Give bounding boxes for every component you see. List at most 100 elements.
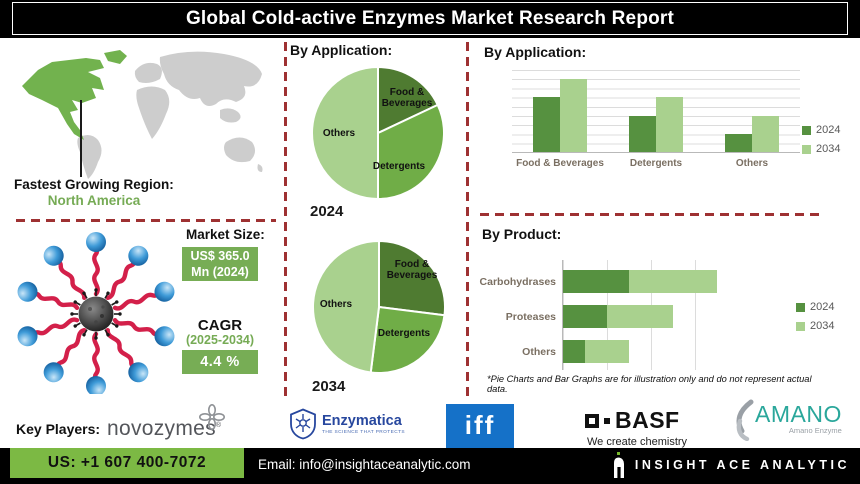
legend-row-2034: 2034 [802, 143, 840, 155]
pie-2034-label-food-beverages: Food & Beverages [386, 259, 438, 281]
basf-square-icon [585, 413, 599, 428]
north-america-shape-highlighted [22, 58, 104, 140]
amano-logo: AMANO Amano Enzyme [731, 399, 842, 441]
category-carbohydrases: Carbohydrases [479, 275, 556, 288]
pie-2034-svg [312, 239, 446, 374]
divider-horizontal-left [16, 219, 276, 222]
legend-label-2024: 2024 [816, 124, 841, 136]
basf-tagline: We create chemistry [587, 436, 688, 448]
bar-group-food-beverages [533, 70, 587, 152]
pie-slice-food-beverages [377, 65, 440, 135]
bar-chart-heading: By Application: [484, 44, 587, 60]
iff-logo: iff [446, 404, 514, 450]
pie-2034-label-others: Others [319, 299, 353, 310]
pie-slice-detergents [377, 103, 445, 201]
application-bar-chart-plot [512, 70, 800, 153]
divider-vertical-right [466, 42, 469, 398]
bar-2024-others [725, 133, 752, 152]
pie-slice-detergents [369, 305, 446, 374]
legend-swatch-2034 [796, 321, 805, 331]
x-label-others: Others [735, 158, 769, 169]
segment-2034-others [585, 340, 629, 363]
stacked-row-others [563, 340, 739, 363]
basf-logo: BASF We create chemistry [585, 407, 687, 448]
legend-swatch-2024 [802, 125, 811, 135]
bar-group-others [725, 70, 779, 152]
stacked-row-carbohydrases [563, 270, 739, 293]
insight-ace-a-icon [613, 452, 624, 478]
asia-shape [159, 51, 262, 106]
new-zealand-shape [257, 164, 263, 172]
phone-number: US: +1 607 400-7072 [10, 448, 244, 478]
footer-bar: US: +1 607 400-7072 Email: info@insighta… [0, 448, 860, 484]
product-chart-heading: By Product: [482, 226, 562, 242]
application-bar-chart-x-labels: Food & Beverages Detergents Others [512, 158, 800, 169]
world-map [22, 50, 263, 179]
cagr-value: 4.4 % [200, 354, 240, 370]
report-title: Global Cold-active Enzymes Market Resear… [185, 7, 675, 29]
enzymatica-shield-icon [290, 408, 316, 440]
pie-slice-others [312, 239, 380, 374]
segment-2024-carbohydrases [563, 270, 629, 293]
pie-chart-2024: Food & Beverages Detergents Others [308, 63, 448, 203]
map-leader-line [80, 100, 82, 177]
legend-row-2024: 2024 [796, 301, 834, 313]
southeast-asia-shape [220, 108, 241, 123]
south-america-shape [77, 134, 102, 179]
enzyme-molecule-illustration [12, 230, 180, 394]
insight-ace-wordmark: INSIGHT ACE ANALYTIC [634, 458, 850, 472]
pie-slice-others [311, 65, 379, 201]
basf-logo-row: BASF [585, 407, 687, 434]
legend-swatch-2034 [802, 144, 811, 154]
pie-2024-label-detergents: Detergents [372, 161, 426, 172]
category-others: Others [522, 345, 556, 358]
africa-shape [136, 86, 170, 139]
bar-2034-others [752, 115, 779, 152]
stacked-row-proteases [563, 305, 739, 328]
key-players-label: Key Players: [16, 421, 101, 437]
pie-2024-year-label: 2024 [310, 203, 344, 220]
segment-2034-proteases [607, 305, 673, 328]
amano-ribbon-icon [736, 399, 754, 441]
pie-2034-year-label: 2034 [312, 378, 346, 395]
legend-label-2034: 2034 [810, 320, 835, 332]
pie-slice-food-beverages [378, 239, 446, 317]
segment-2034-carbohydrases [629, 270, 717, 293]
novozymes-logo: novozymes® [107, 417, 221, 441]
x-label-detergents: Detergents [629, 158, 683, 169]
enzymatica-logo: Enzymatica THE SCIENCE THAT PROTECTS [288, 408, 405, 440]
bar-2034-detergents [656, 97, 683, 152]
legend-swatch-2024 [796, 302, 805, 312]
market-size-value-line1: US$ 365.0 [190, 249, 250, 263]
product-chart-category-labels: Carbohydrases Proteases Others [466, 260, 556, 370]
novozymes-wordmark: novozymes [107, 417, 216, 440]
cagr-label: CAGR [197, 317, 243, 334]
enzyme-core [69, 287, 123, 341]
x-label-food-beverages: Food & Beverages [516, 158, 604, 169]
market-size-value-line2: Mn (2024) [191, 265, 249, 279]
bar-2024-food-beverages [533, 97, 560, 152]
basf-dot-icon [604, 417, 610, 424]
australia-shape [224, 137, 256, 163]
pie-chart-2034: Food & Beverages Detergents Others [309, 237, 449, 377]
market-size-label: Market Size: [186, 227, 265, 242]
europe-shape [134, 62, 162, 83]
cagr-value-box: 4.4 % [182, 350, 258, 374]
amano-wordmark: AMANO [755, 401, 842, 427]
iff-wordmark: iff [464, 409, 496, 440]
product-chart-legend: 2024 2034 [796, 301, 834, 332]
enzymatica-tagline: THE SCIENCE THAT PROTECTS [322, 430, 406, 435]
fastest-growing-region-value: North America [47, 193, 141, 208]
pie-section-heading: By Application: [290, 42, 393, 58]
illustration-disclaimer: *Pie Charts and Bar Graphs are for illus… [487, 374, 812, 394]
product-bar-chart-plot [562, 260, 739, 370]
legend-row-2024: 2024 [802, 124, 840, 136]
legend-label-2024: 2024 [810, 301, 835, 313]
segment-2024-others [563, 340, 585, 363]
legend-label-2034: 2034 [816, 143, 841, 155]
divider-horizontal-right [480, 213, 822, 216]
novozymes-clover-icon [199, 404, 225, 430]
title-bar: Global Cold-active Enzymes Market Resear… [0, 0, 860, 38]
greenland-shape-highlighted [104, 50, 127, 64]
market-size-value-box: US$ 365.0 Mn (2024) [182, 247, 258, 281]
